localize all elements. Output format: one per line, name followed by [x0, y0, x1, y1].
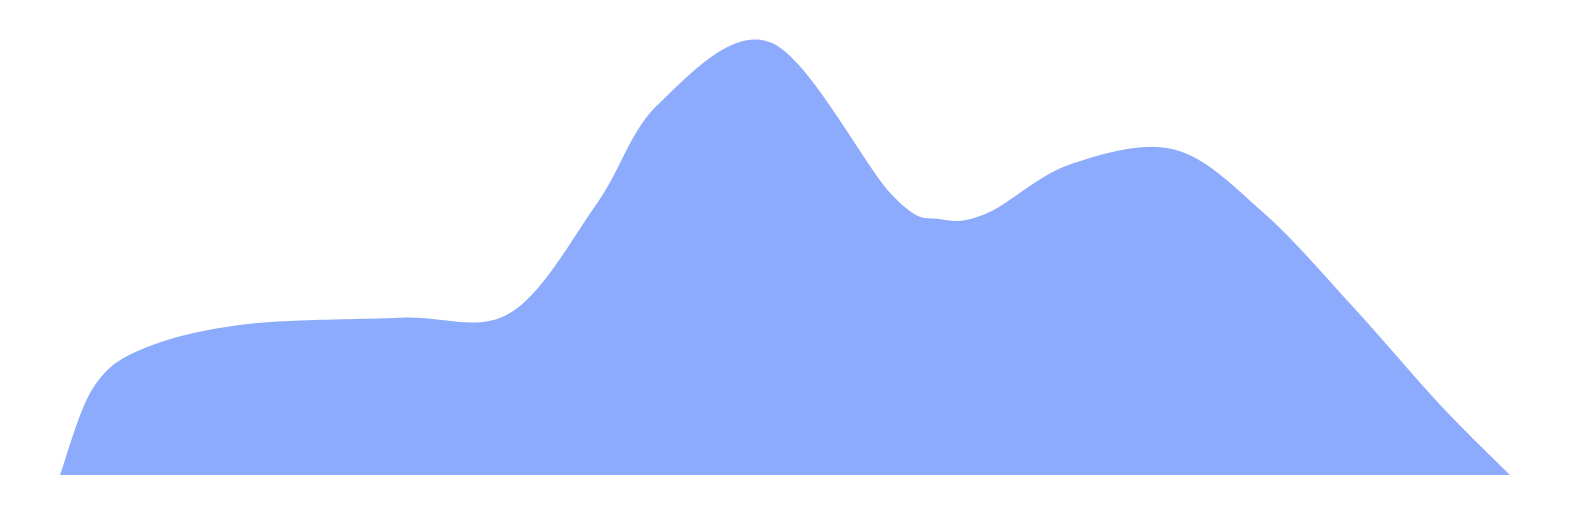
area-series-0: [60, 39, 1510, 475]
plot-area: [60, 39, 1510, 475]
